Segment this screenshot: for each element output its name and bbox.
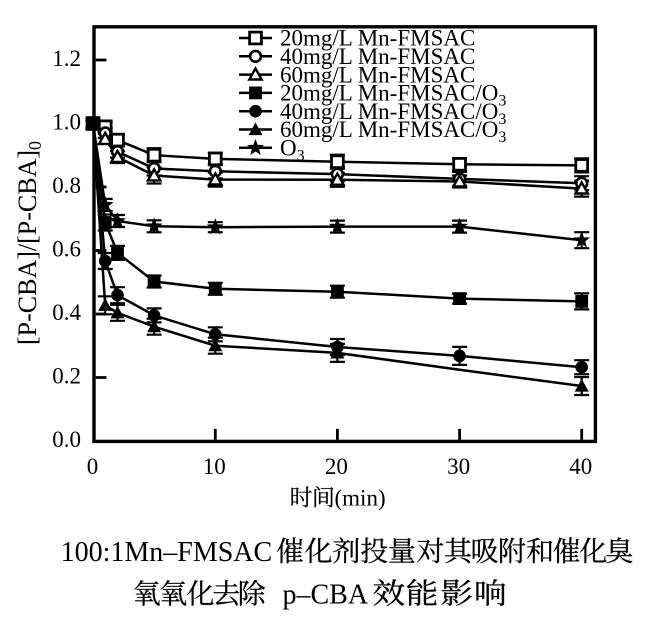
svg-text:0.4: 0.4 (52, 300, 81, 325)
svg-text:1.2: 1.2 (52, 46, 81, 71)
svg-text:20mg/L Mn-FMSAC: 20mg/L Mn-FMSAC (280, 26, 475, 51)
svg-text:p–CBA: p–CBA (283, 580, 369, 611)
svg-text:40mg/L Mn-FMSAC/O3: 40mg/L Mn-FMSAC/O3 (280, 99, 506, 128)
svg-text:0.0: 0.0 (52, 427, 81, 452)
svg-text:0.2: 0.2 (52, 364, 81, 389)
svg-text:20mg/L Mn-FMSAC/O3: 20mg/L Mn-FMSAC/O3 (280, 81, 506, 110)
svg-text:0: 0 (87, 454, 99, 479)
svg-text:[P-CBA]/[P-CBA]0: [P-CBA]/[P-CBA]0 (13, 141, 45, 345)
svg-text:20: 20 (325, 454, 348, 479)
svg-text:40: 40 (569, 454, 592, 479)
svg-text:40mg/L Mn-FMSAC: 40mg/L Mn-FMSAC (280, 44, 475, 69)
svg-text:10: 10 (203, 454, 226, 479)
svg-text:1.0: 1.0 (52, 110, 81, 135)
svg-text:30: 30 (447, 454, 470, 479)
svg-text:60mg/L Mn-FMSAC: 60mg/L Mn-FMSAC (280, 62, 475, 87)
svg-text:0.8: 0.8 (52, 173, 81, 198)
svg-text:100:1Mn–FMSAC: 100:1Mn–FMSAC (61, 537, 273, 568)
svg-text:60mg/L Mn-FMSAC/O3: 60mg/L Mn-FMSAC/O3 (280, 117, 506, 146)
svg-text:(min): (min) (335, 486, 386, 511)
svg-text:0.6: 0.6 (52, 237, 81, 262)
